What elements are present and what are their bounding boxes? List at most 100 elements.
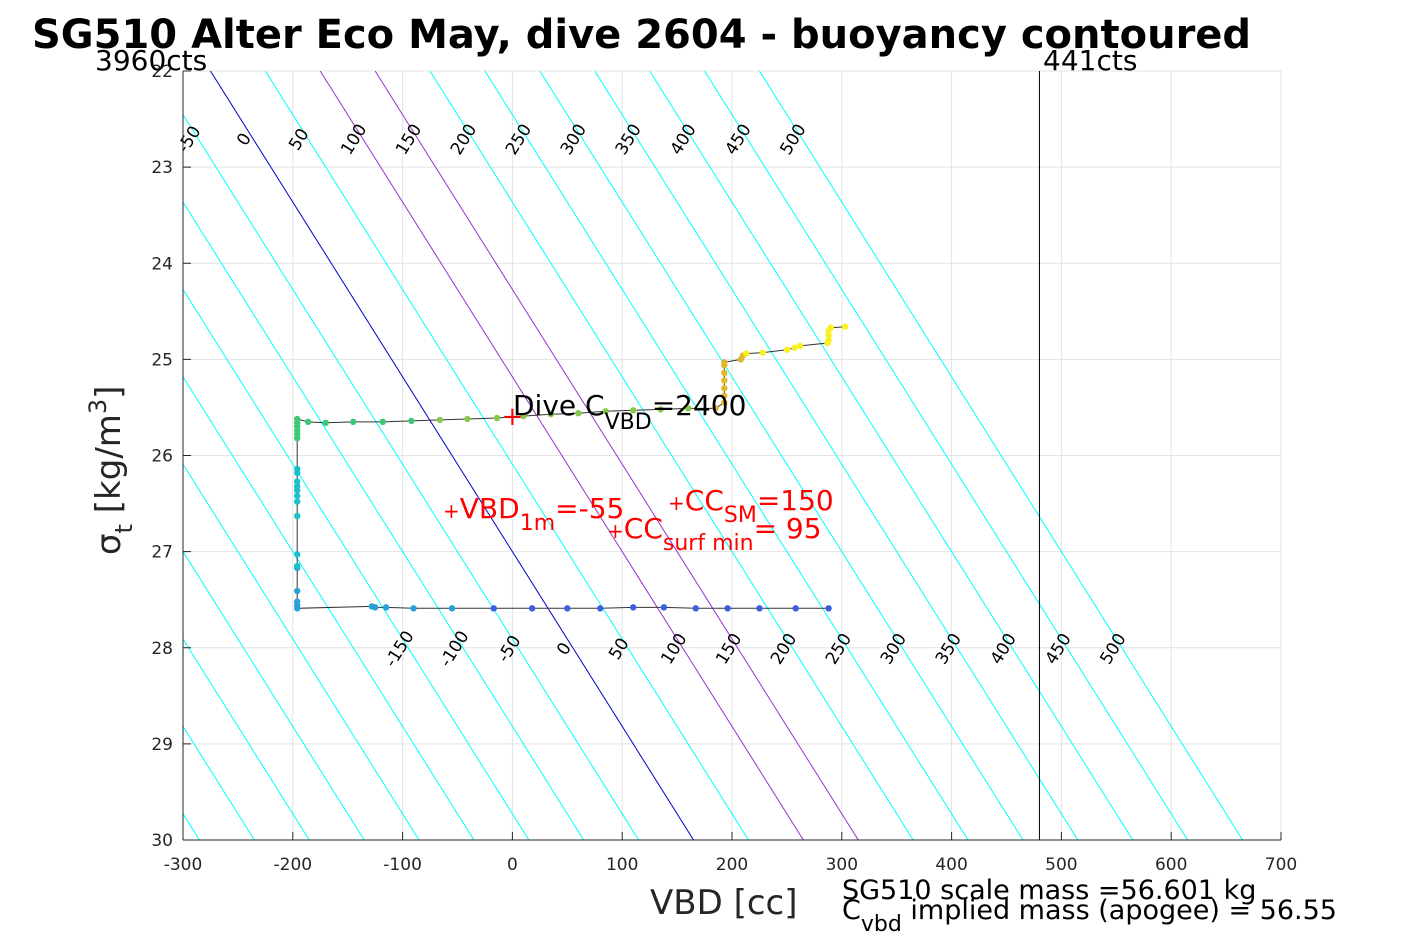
y-tick-labels: 22 23 24 25 26 27 28 29 30 — [151, 62, 173, 851]
data-point — [721, 399, 728, 406]
contour-line — [210, 71, 694, 840]
data-point — [293, 498, 301, 505]
data-point — [602, 408, 609, 415]
data-point — [721, 385, 728, 392]
data-point — [721, 359, 728, 366]
data-point — [796, 342, 804, 350]
data-point — [490, 605, 497, 612]
vbd-1m-label: +VBD1m=-55 — [443, 492, 624, 536]
data-point — [293, 465, 301, 473]
contour-line — [183, 463, 420, 840]
red-marker: + — [502, 402, 524, 432]
contour-line — [429, 71, 914, 840]
data-point — [410, 605, 417, 612]
y-tick-label: 27 — [151, 543, 173, 563]
contour-line — [484, 71, 969, 840]
contour-line — [183, 550, 365, 840]
contour-line — [183, 375, 475, 840]
contour-line — [319, 71, 804, 840]
data-point — [382, 604, 390, 611]
data-point — [293, 562, 301, 570]
x-tick-label: -300 — [164, 855, 203, 875]
y-tick-label: 23 — [151, 158, 173, 178]
data-point — [597, 605, 604, 612]
contour-line — [649, 71, 1134, 840]
data-point — [293, 415, 301, 423]
data-point — [493, 414, 501, 422]
data-point — [743, 350, 750, 357]
x-tick-label: -200 — [274, 855, 313, 875]
y-tick-label: 24 — [151, 254, 173, 274]
data-point — [564, 605, 571, 612]
x-tick-label: 100 — [606, 855, 638, 875]
cvbd-mass-label: Cvbd implied mass (apogee) = 56.55 — [842, 895, 1337, 937]
data-point — [293, 551, 301, 558]
data-point — [721, 369, 728, 377]
data-point — [448, 605, 456, 612]
x-tick-label: 600 — [1155, 855, 1187, 875]
data-point — [783, 346, 791, 353]
cc-surf-min-label: +CCsurf min= 95 — [607, 512, 822, 556]
data-point — [825, 332, 832, 339]
data-point — [408, 417, 415, 425]
data-point — [464, 415, 471, 423]
dive-points — [293, 323, 849, 612]
data-point — [684, 405, 692, 412]
y-tick-label: 29 — [151, 735, 173, 755]
data-point — [379, 418, 387, 426]
y-tick-label: 30 — [151, 831, 173, 851]
contour-line — [264, 71, 749, 840]
contour-line — [374, 71, 859, 840]
data-point — [629, 604, 637, 611]
y-tick-label: 25 — [151, 350, 173, 370]
data-point — [692, 605, 699, 612]
contour-line — [704, 71, 1189, 840]
data-point — [304, 418, 312, 426]
x-tick-label: -100 — [383, 855, 422, 875]
contour-line — [594, 71, 1079, 840]
data-point — [827, 324, 835, 331]
y-tick-label: 28 — [151, 639, 173, 659]
contour-line — [183, 201, 585, 840]
data-point — [792, 605, 799, 612]
data-point — [724, 605, 731, 612]
x-tick-label: 200 — [716, 855, 748, 875]
data-point — [547, 410, 555, 418]
data-point — [293, 483, 301, 490]
plot-axes — [182, 70, 1282, 841]
data-point — [293, 492, 301, 500]
data-point — [293, 512, 301, 520]
data-point — [368, 603, 376, 610]
data-point — [293, 598, 301, 605]
data-point — [712, 405, 719, 412]
data-point — [349, 418, 357, 426]
data-point — [791, 344, 798, 352]
x-tick-label: 0 — [507, 855, 518, 875]
data-point — [629, 407, 637, 414]
x-tick-label: 300 — [826, 855, 858, 875]
data-point — [293, 478, 301, 485]
contour-line — [539, 71, 1024, 840]
contour-labels: -50 0 50 100 150 200 250 300 350 400 450 500-150 -10… — [174, 121, 1131, 671]
data-point — [759, 349, 766, 356]
y-axis-label: σt [kg/m3] — [84, 386, 138, 555]
data-point — [293, 587, 301, 595]
scale-mass-label: SG510 scale mass =56.601 kg — [842, 875, 1256, 906]
data-point — [721, 377, 728, 384]
y-tick-label: 26 — [151, 447, 173, 467]
data-point — [660, 604, 668, 611]
contour-line — [759, 71, 1243, 840]
left-counts-label: 3960cts — [95, 44, 207, 77]
gridlines — [182, 70, 1282, 841]
right-counts-label: 441cts — [1043, 44, 1137, 77]
data-point — [825, 336, 832, 344]
x-axis-label: VBD [cc] — [650, 883, 798, 923]
x-tick-label: 400 — [935, 855, 967, 875]
data-point — [575, 410, 582, 417]
data-point — [520, 412, 527, 420]
data-point — [841, 323, 849, 330]
cc-sm-label: +CCSM=150 — [668, 484, 834, 528]
y-tick-label: 22 — [151, 62, 173, 82]
data-point — [756, 605, 763, 612]
